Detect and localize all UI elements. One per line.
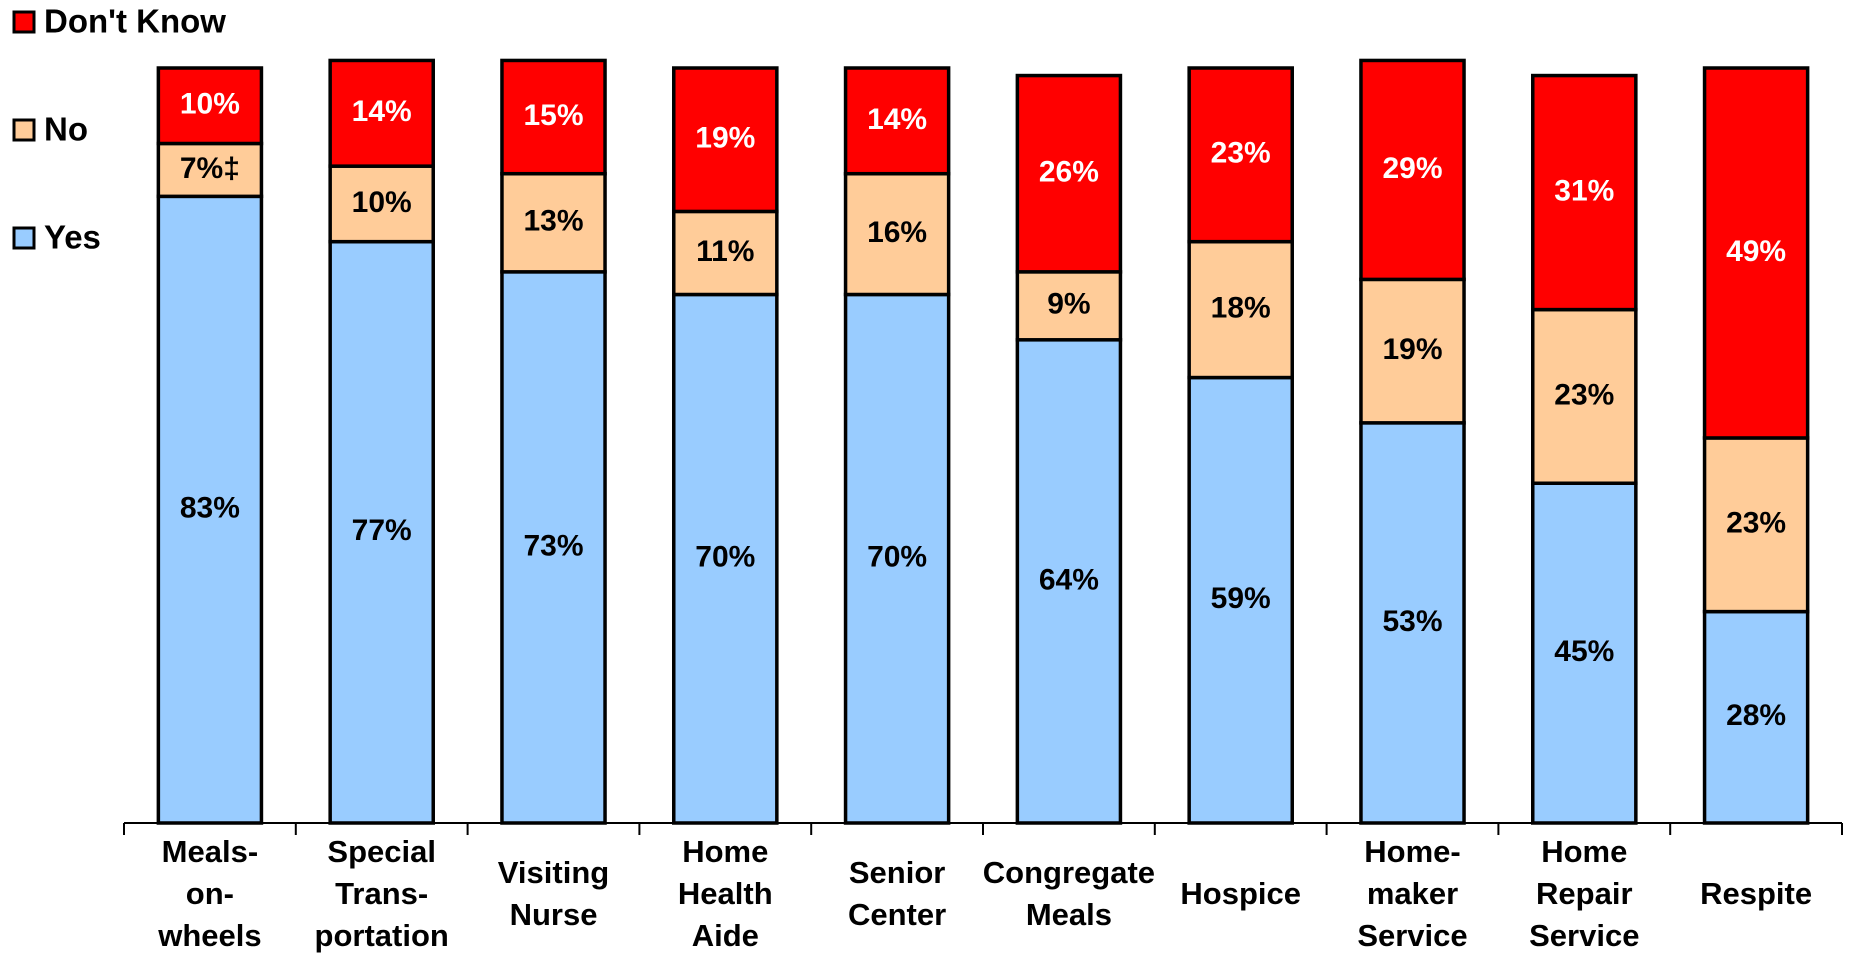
x-tick-label: Health (678, 876, 773, 911)
bar-segment (1015, 73, 1123, 274)
bar-segment (1015, 338, 1123, 825)
x-tick-label: Special (327, 834, 436, 869)
bar-segment (1359, 277, 1466, 425)
value-label: 26% (1039, 156, 1099, 189)
x-tick-label: Aide (692, 918, 759, 953)
legend-label: No (44, 111, 88, 148)
bar-segment (500, 270, 607, 825)
bar-segment (1531, 73, 1638, 312)
value-label: 31% (1554, 174, 1614, 207)
bar-segment (672, 66, 779, 214)
x-tick-label: Service (1529, 918, 1639, 953)
value-label: 83% (180, 492, 240, 525)
value-label: 23% (1726, 507, 1786, 540)
x-tick-label: Home (682, 834, 768, 869)
value-label: 45% (1554, 635, 1614, 668)
value-label: 15% (523, 99, 583, 132)
bar-segment (1531, 307, 1638, 485)
bar-segment (156, 66, 264, 146)
value-label: 19% (695, 122, 755, 155)
value-label: 16% (867, 216, 927, 249)
x-tick-label: on- (186, 876, 234, 911)
x-tick-label: Repair (1536, 876, 1632, 911)
x-tick-label: Respite (1700, 876, 1812, 911)
value-label: 10% (352, 186, 412, 219)
bar-segment (1187, 375, 1294, 825)
bar-segment (672, 292, 779, 825)
x-tick-label: Meals- (162, 834, 258, 869)
x-tick-label: Congregate (983, 855, 1155, 890)
bar-segment (500, 58, 607, 176)
bar-segment (1702, 66, 1810, 440)
value-label: 18% (1211, 292, 1271, 325)
value-label: 14% (867, 103, 927, 136)
bar-segment (156, 194, 264, 825)
bar-segment (1015, 270, 1123, 342)
value-label: 14% (352, 95, 412, 128)
bar-segment (328, 164, 435, 244)
value-label: 13% (523, 205, 583, 238)
x-tick-label: Nurse (510, 897, 598, 932)
value-label: 70% (867, 541, 927, 574)
x-tick-label: Service (1357, 918, 1467, 953)
value-label: 19% (1382, 333, 1442, 366)
bar-segment (328, 58, 435, 168)
x-tick-label: wheels (157, 918, 261, 953)
legend-swatch (12, 226, 36, 250)
x-tick-label: Meals (1026, 897, 1112, 932)
value-label: 64% (1039, 563, 1099, 596)
x-tick-label: Home- (1364, 834, 1460, 869)
x-tick-label: Center (848, 897, 946, 932)
value-label: 28% (1726, 699, 1786, 732)
bar-segment (1702, 436, 1810, 614)
x-tick-label: maker (1367, 876, 1458, 911)
x-tick-label: Hospice (1180, 876, 1301, 911)
bar-segment (1531, 481, 1638, 825)
legend-swatch (12, 10, 36, 34)
x-tick-label: portation (315, 918, 449, 953)
bar-segment (1359, 58, 1466, 282)
x-tick-label: Home (1541, 834, 1627, 869)
value-label: 29% (1382, 152, 1442, 185)
value-label: 10% (180, 88, 240, 121)
value-label: 70% (695, 541, 755, 574)
bar-segment (1359, 421, 1466, 825)
bar-segment (843, 292, 951, 825)
value-label: 11% (696, 235, 754, 268)
value-label: 73% (523, 529, 583, 562)
value-label: 23% (1211, 137, 1271, 170)
value-label: 9% (1047, 288, 1090, 321)
value-label: 49% (1726, 235, 1786, 268)
value-label: 7%‡ (180, 152, 240, 185)
x-tick-label: Senior (849, 855, 945, 890)
legend-label: Don't Know (44, 3, 226, 40)
bar-segment (1187, 66, 1294, 244)
legend-label: Yes (44, 219, 101, 256)
x-tick-label: Visiting (498, 855, 609, 890)
value-label: 77% (352, 514, 412, 547)
legend-swatch (12, 118, 36, 142)
value-label: 53% (1382, 605, 1442, 638)
x-tick-label: Trans- (335, 876, 428, 911)
bar-segment (500, 171, 607, 274)
bar-segment (843, 171, 951, 297)
bar-segment (843, 66, 951, 176)
bar-segment (1702, 609, 1810, 825)
value-label: 23% (1554, 378, 1614, 411)
bar-segment (672, 209, 779, 297)
value-label: 59% (1211, 582, 1271, 615)
